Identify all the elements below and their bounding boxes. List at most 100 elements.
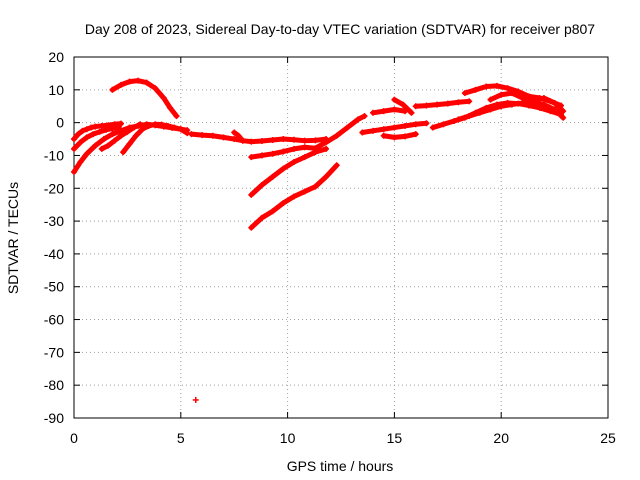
- data-point-arc-mid-3: [258, 152, 265, 159]
- y-tick-label: 10: [48, 82, 64, 98]
- data-point-arc-late-3: [380, 132, 387, 139]
- data-point-arc-early-3: [100, 136, 107, 143]
- data-point-arc-mid-3: [333, 132, 340, 139]
- data-point-arc-late-9: [476, 109, 483, 116]
- data-point-arc-top-early: [152, 85, 159, 92]
- data-point-arc-late-4: [391, 96, 398, 103]
- y-tick-label: -60: [44, 312, 64, 328]
- data-point-arc-late-5: [466, 98, 473, 105]
- data-point-arc-top-early: [135, 77, 142, 84]
- data-markers: [71, 77, 567, 403]
- data-point-arc-late-8: [551, 99, 558, 106]
- data-point-arc-top-early: [167, 104, 174, 111]
- data-point-arc-mid-1: [209, 132, 216, 139]
- data-point-arc-early-4: [130, 124, 137, 131]
- series-band-arc-late-3: [381, 131, 419, 140]
- data-point-arc-late-2: [380, 108, 387, 115]
- data-point-arc-late-3: [412, 131, 419, 138]
- data-point-arc-late-6: [429, 124, 436, 131]
- x-tick-label: 0: [70, 430, 78, 446]
- data-point-arc-top-early: [143, 79, 150, 86]
- data-point-arc-mid-1: [269, 137, 276, 144]
- data-point-arc-mid-3: [301, 144, 308, 151]
- y-tick-label: 20: [48, 49, 64, 65]
- data-point-outlier: [192, 396, 199, 403]
- data-point-arc-early-3: [83, 150, 90, 157]
- data-point-arc-early-1: [71, 136, 77, 143]
- data-point-arc-late-3: [402, 133, 409, 140]
- x-tick-label: 10: [280, 430, 296, 446]
- data-point-arc-late-9: [455, 116, 462, 123]
- data-point-arc-mid-2: [231, 129, 238, 136]
- y-tick-label: -20: [44, 180, 64, 196]
- data-point-arc-late-2: [391, 106, 398, 113]
- series-band-arc-late-2: [370, 107, 408, 116]
- data-point-arc-late-7: [493, 82, 500, 89]
- data-point-arc-late-8: [540, 95, 547, 102]
- data-point-arc-late-8: [498, 91, 505, 98]
- data-point-arc-mid-3: [269, 150, 276, 157]
- data-point-arc-mid-5: [258, 214, 265, 221]
- data-point-arc-top-early: [117, 81, 124, 88]
- x-tick-label: 15: [387, 430, 403, 446]
- data-point-arc-mid-1: [280, 136, 287, 143]
- data-point-arc-mid-4: [301, 154, 308, 161]
- x-tick-label: 20: [493, 430, 509, 446]
- data-point-arc-late-2: [370, 109, 377, 116]
- y-tick-label: -50: [44, 279, 64, 295]
- data-point-arc-mid-4: [291, 159, 298, 166]
- data-point-arc-mid-1: [312, 137, 319, 144]
- data-point-arc-mid-2: [235, 132, 242, 139]
- data-point-arc-late-1: [412, 121, 419, 128]
- data-point-arc-early-4: [105, 142, 112, 149]
- data-point-arc-top-early: [173, 113, 180, 120]
- data-point-arc-early-5: [152, 121, 159, 128]
- data-point-arc-mid-5: [291, 193, 298, 200]
- data-point-arc-mid-4: [323, 145, 330, 152]
- data-point-arc-early-5: [120, 149, 127, 156]
- data-point-arc-mid-3: [291, 145, 298, 152]
- data-point-arc-early-5: [126, 140, 133, 147]
- data-point-arc-early-5: [177, 126, 184, 133]
- data-point-arc-mid-3: [248, 154, 255, 161]
- data-point-arc-early-1: [92, 123, 99, 130]
- data-point-arc-mid-1: [220, 134, 227, 141]
- data-point-arc-mid-3: [355, 116, 362, 123]
- data-point-arc-mid-1: [199, 132, 206, 139]
- data-point-arc-mid-2: [239, 137, 246, 144]
- data-point-arc-early-2: [83, 134, 90, 141]
- data-point-arc-late-5: [412, 103, 419, 110]
- data-point-arc-late-7: [472, 86, 479, 93]
- series-band-arc-mid-4: [248, 146, 329, 198]
- data-point-arc-mid-4: [312, 149, 319, 156]
- data-point-arc-early-2: [77, 139, 84, 146]
- data-point-arc-late-7: [504, 85, 511, 92]
- data-point-arc-early-4: [98, 145, 105, 152]
- y-tick-label: -90: [44, 410, 64, 426]
- data-point-arc-mid-3: [344, 124, 351, 131]
- data-point-arc-early-1: [79, 127, 86, 134]
- data-point-arc-early-1: [98, 122, 105, 129]
- data-point-arc-early-4: [137, 121, 144, 128]
- data-point-arc-mid-1: [258, 138, 265, 145]
- axis-ticks: [73, 56, 609, 419]
- data-point-arc-mid-5: [280, 200, 287, 207]
- plot-frame: [73, 56, 609, 419]
- data-point-arc-late-5: [423, 102, 430, 109]
- data-point-arc-mid-4: [248, 191, 255, 198]
- data-point-arc-early-2: [71, 145, 77, 152]
- data-point-arc-mid-1: [248, 138, 255, 145]
- data-point-arc-early-1: [83, 126, 90, 133]
- y-tick-label: -30: [44, 213, 64, 229]
- data-point-arc-early-5: [145, 122, 152, 129]
- data-point-arc-early-5: [132, 132, 139, 139]
- data-point-arc-late-8: [560, 108, 567, 115]
- data-point-arc-mid-3: [323, 139, 330, 146]
- data-point-arc-late-1: [359, 129, 366, 136]
- data-point-arc-top-early: [109, 86, 116, 93]
- data-point-arc-early-5: [171, 124, 178, 131]
- data-point-arc-late-5: [444, 100, 451, 107]
- data-point-arc-mid-1: [291, 136, 298, 143]
- data-point-arc-mid-4: [280, 165, 287, 172]
